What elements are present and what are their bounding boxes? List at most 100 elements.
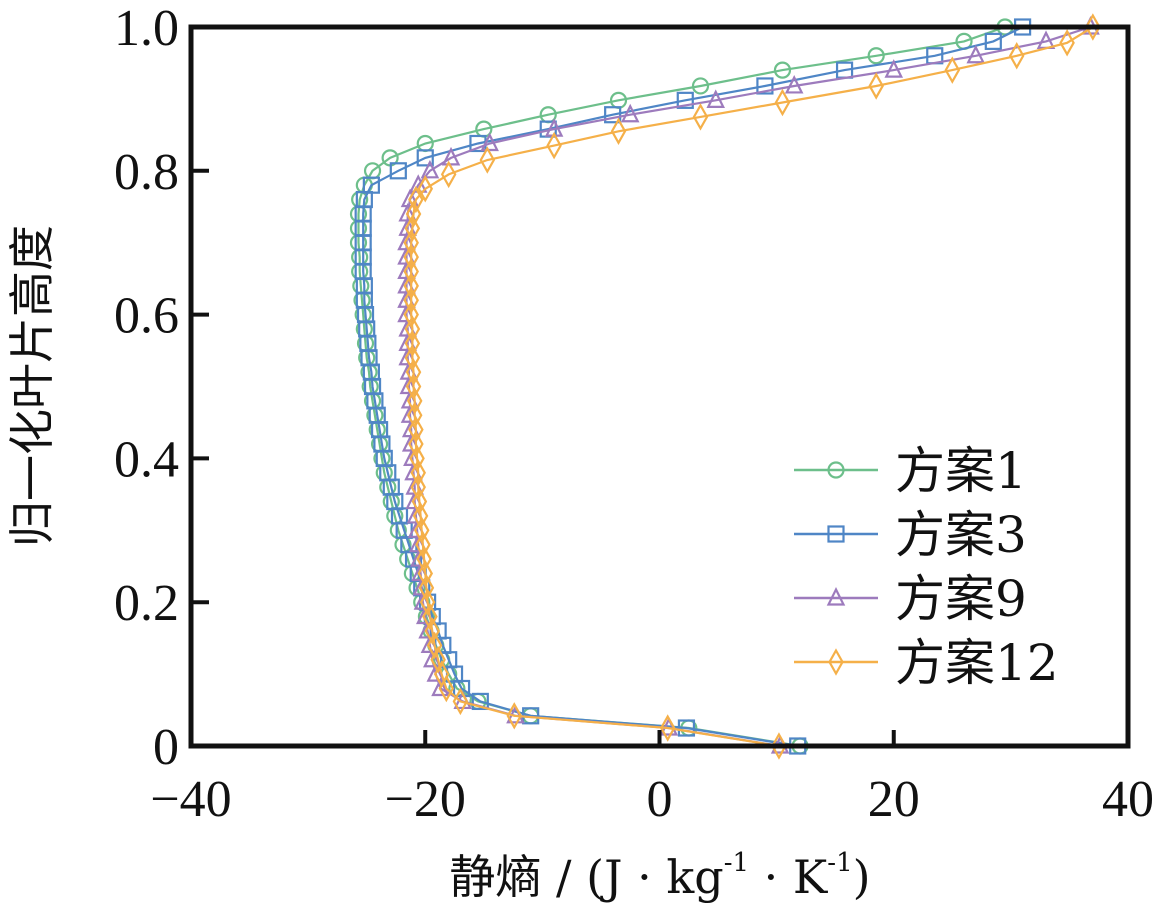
data-point-diamond [546, 131, 562, 160]
data-point-triangle [480, 132, 499, 152]
x-tick-label: −40 [150, 771, 231, 828]
legend-diamond-icon [828, 648, 844, 676]
data-point-diamond [408, 415, 424, 444]
legend-label: 方案9 [895, 570, 1027, 628]
data-point-diamond [404, 329, 421, 358]
data-point-diamond [404, 315, 421, 343]
data-point-diamond [452, 687, 469, 716]
x-tick-label: 20 [868, 771, 920, 828]
legend-item: 方案12 [794, 634, 1059, 692]
data-point-diamond [417, 175, 434, 203]
data-point-triangle [398, 202, 417, 222]
data-point-diamond [409, 444, 425, 473]
data-point-diamond [424, 617, 441, 645]
data-point-diamond [419, 588, 436, 616]
legend: 方案1 方案3 方案9 方案12 [794, 442, 1059, 692]
data-point-diamond [774, 88, 791, 117]
legend-label: 方案3 [895, 506, 1027, 564]
data-point-circle [773, 61, 792, 79]
data-point-square [677, 719, 696, 737]
data-point-triangle [420, 159, 440, 179]
data-point-diamond [422, 602, 438, 631]
data-point-triangle [400, 188, 420, 208]
data-point-diamond [403, 272, 419, 300]
x-axis-title: 静熵 / (J · kg-1 · K-1) [449, 848, 870, 904]
data-point-triangle [620, 103, 640, 123]
data-point-diamond [403, 257, 419, 286]
x-axis-ticks: −40 −20 0 20 40 [150, 730, 1154, 828]
data-point-diamond [416, 545, 432, 573]
legend-label: 方案12 [895, 634, 1059, 692]
y-axis-ticks: 0 0.2 0.4 0.6 0.8 1.0 [114, 0, 209, 776]
y-tick-label: 1.0 [114, 0, 179, 57]
series-方案12 [403, 13, 1101, 760]
data-point-diamond [408, 185, 424, 214]
data-point-square [416, 149, 434, 167]
legend-label: 方案1 [895, 442, 1027, 500]
data-point-square [604, 106, 622, 124]
data-point-diamond [410, 473, 426, 501]
y-tick-label: 0.6 [114, 288, 179, 345]
data-point-diamond [403, 243, 419, 271]
data-point-triangle [431, 677, 450, 697]
data-point-square [676, 91, 694, 109]
legend-item: 方案9 [794, 570, 1027, 628]
data-point-diamond [403, 286, 419, 314]
data-point-diamond [417, 559, 434, 588]
legend-triangle-icon [826, 587, 846, 606]
x-tick-label: 40 [1102, 771, 1154, 828]
data-point-diamond [771, 732, 787, 760]
data-point-diamond [406, 387, 423, 415]
y-tick-label: 0.4 [114, 431, 179, 488]
data-point-circle [691, 77, 710, 95]
data-point-diamond [406, 401, 423, 429]
legend-square-icon [827, 525, 845, 543]
x-tick-label: −20 [385, 771, 466, 828]
data-point-diamond [404, 214, 421, 243]
data-point-diamond [415, 530, 431, 559]
data-point-diamond [659, 714, 676, 742]
data-point-diamond [1085, 13, 1101, 41]
data-point-diamond [405, 372, 422, 401]
legend-item: 方案1 [794, 442, 1027, 500]
data-point-diamond [403, 228, 419, 257]
data-point-diamond [411, 487, 428, 516]
data-point-square [471, 692, 489, 711]
data-point-diamond [479, 146, 496, 174]
legend-circle-icon [827, 461, 845, 479]
data-point-diamond [413, 516, 430, 545]
data-point-triangle [422, 648, 442, 668]
data-point-triangle [884, 59, 904, 78]
data-point-square [389, 162, 407, 180]
data-point-square [362, 176, 380, 194]
data-point-diamond [405, 358, 422, 386]
data-point-diamond [404, 344, 421, 372]
data-point-square [756, 77, 774, 95]
y-tick-label: 0 [153, 719, 179, 776]
data-point-diamond [412, 502, 429, 530]
data-point-diamond [440, 160, 457, 189]
data-point-diamond [692, 103, 709, 131]
data-point-diamond [418, 574, 435, 602]
data-point-diamond [408, 430, 424, 458]
x-tick-label: 0 [647, 771, 673, 828]
data-point-triangle [441, 146, 461, 166]
data-point-diamond [868, 72, 884, 100]
data-point-diamond [1008, 42, 1025, 70]
data-point-diamond [426, 631, 443, 660]
data-point-diamond [506, 702, 523, 730]
data-point-diamond [410, 459, 426, 487]
y-tick-label: 0.8 [114, 144, 179, 201]
data-point-diamond [403, 300, 419, 329]
plot-series-group [349, 13, 1101, 760]
data-point-triangle [426, 663, 446, 682]
data-point-diamond [405, 200, 422, 228]
legend-item: 方案3 [794, 506, 1027, 564]
data-point-circle [867, 47, 885, 65]
data-point-diamond [944, 56, 961, 84]
data-point-triangle [966, 44, 986, 64]
data-point-triangle [706, 89, 725, 108]
data-point-triangle [784, 74, 804, 94]
y-tick-label: 0.2 [114, 575, 179, 632]
